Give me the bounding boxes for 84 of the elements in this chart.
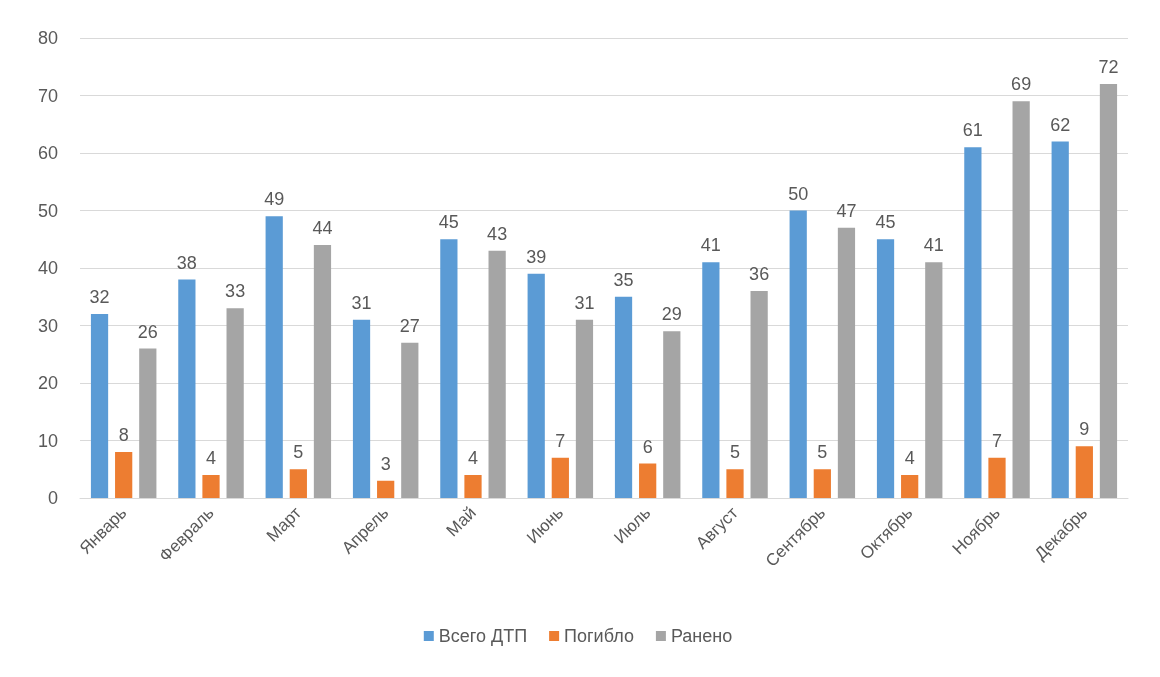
bar [527,273,545,498]
bar [750,291,768,498]
data-label: 72 [1098,57,1119,77]
data-label: 45 [438,212,459,233]
bar [901,475,919,498]
data-label: 31 [351,292,372,313]
data-label: 33 [225,281,246,302]
data-label: 9 [1079,419,1090,440]
data-label: 62 [1050,114,1071,135]
bar [289,469,307,498]
data-label: 47 [836,200,857,221]
bar [726,469,744,498]
data-label: 41 [923,235,944,256]
y-tick-label: 80 [37,28,58,48]
data-label: 35 [613,269,634,290]
bar [226,308,244,498]
data-label: 4 [904,448,915,468]
bar [90,314,109,498]
bar [488,250,506,498]
bar [1099,84,1118,498]
bar [401,342,419,498]
bar [202,475,220,498]
y-tick-label: 40 [37,258,58,278]
data-label: 3 [380,453,391,474]
bar [663,331,681,498]
data-label: 31 [574,292,595,313]
data-label: 41 [700,235,721,256]
data-label: 61 [962,120,983,141]
bar [1012,101,1030,498]
bar [876,239,895,498]
y-tick-label: 10 [37,430,58,451]
bar [139,348,157,498]
data-label: 7 [555,430,566,451]
data-label: 6 [642,436,653,457]
data-label: 32 [89,287,110,307]
bar [352,319,371,498]
bar [178,279,196,498]
bar [925,262,943,498]
bar [813,469,831,498]
y-tick-label: 70 [37,85,58,106]
bar [837,227,856,498]
data-label: 39 [526,246,547,267]
y-tick-label: 20 [37,373,58,393]
bar [639,463,657,498]
data-label: 27 [399,315,420,336]
bar [265,216,283,498]
bar [988,457,1006,498]
data-label: 5 [729,442,741,463]
legend-label: Погибло [564,626,634,646]
data-label: 7 [991,430,1003,451]
bar [1075,446,1093,498]
data-label: 8 [118,425,129,445]
legend-label: Ранено [670,626,733,646]
data-label: 26 [137,321,158,342]
bar [313,245,332,498]
bar [551,457,569,498]
data-label: 36 [749,264,770,284]
legend-label: Всего ДТП [438,626,528,646]
y-tick-label: 60 [37,143,58,163]
bar [464,475,482,498]
data-label: 44 [312,218,333,238]
bar [377,480,395,498]
data-label: 45 [875,212,896,233]
y-tick-label: 0 [47,488,58,508]
data-label: 5 [293,442,304,463]
data-label: 4 [205,448,217,468]
y-tick-label: 30 [37,315,58,336]
bar [614,296,633,498]
bar [1051,141,1069,498]
data-label: 4 [467,448,479,468]
data-label: 38 [176,252,197,273]
y-tick-label: 50 [37,200,58,221]
data-label: 29 [661,304,682,325]
data-label: 5 [817,442,828,463]
data-label: 50 [788,183,809,204]
bar [575,319,594,498]
bar [702,262,720,498]
bar [789,210,807,498]
bar [115,452,133,498]
bar [440,239,458,498]
data-label: 43 [487,223,508,244]
data-label: 49 [264,189,285,210]
bar [964,147,982,498]
data-label: 69 [1011,74,1032,95]
